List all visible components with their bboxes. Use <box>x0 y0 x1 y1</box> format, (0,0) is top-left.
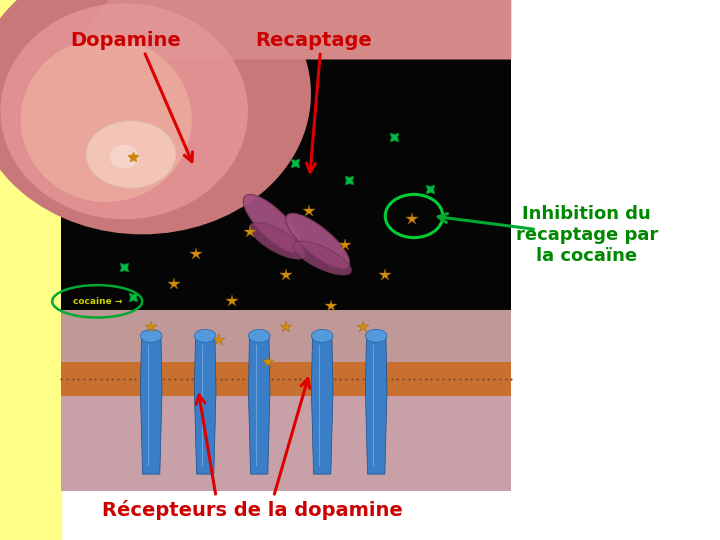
Bar <box>61 362 511 396</box>
Bar <box>61 310 511 362</box>
Ellipse shape <box>248 329 270 342</box>
Ellipse shape <box>243 194 302 253</box>
Text: Récepteurs de la dopamine: Récepteurs de la dopamine <box>102 500 402 521</box>
Text: cocaine →: cocaine → <box>73 297 122 306</box>
Polygon shape <box>365 336 387 474</box>
Ellipse shape <box>249 222 305 259</box>
Circle shape <box>86 120 176 188</box>
Ellipse shape <box>286 213 350 268</box>
Polygon shape <box>61 0 520 59</box>
Polygon shape <box>140 336 162 474</box>
Ellipse shape <box>311 329 333 342</box>
Ellipse shape <box>1 3 248 219</box>
Ellipse shape <box>21 38 192 202</box>
Ellipse shape <box>140 329 162 342</box>
Ellipse shape <box>194 329 216 342</box>
Text: Inhibition du
recaptage par
la cocaïne: Inhibition du recaptage par la cocaïne <box>516 205 658 265</box>
Ellipse shape <box>293 241 351 275</box>
Bar <box>0 0 61 540</box>
Polygon shape <box>61 0 520 59</box>
Polygon shape <box>248 336 270 474</box>
Text: Recaptage: Recaptage <box>255 31 372 50</box>
Ellipse shape <box>109 145 139 168</box>
Polygon shape <box>311 336 333 474</box>
Text: Dopamine: Dopamine <box>71 31 181 50</box>
Ellipse shape <box>0 0 311 234</box>
Polygon shape <box>194 336 216 474</box>
Bar <box>61 59 511 491</box>
Ellipse shape <box>365 329 387 342</box>
Bar <box>61 396 511 491</box>
